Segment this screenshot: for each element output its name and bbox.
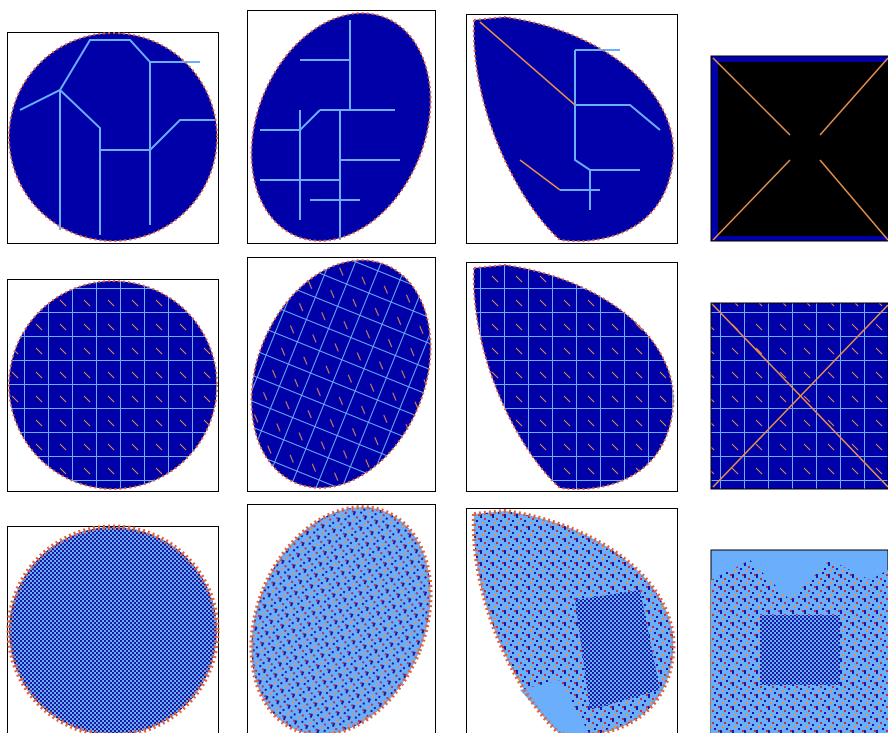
diagonal-lines: [712, 304, 888, 488]
ellipse-edge: [250, 259, 432, 489]
ellipse-shape: [251, 507, 431, 733]
circle-edge: [8, 280, 218, 490]
texture-region: [520, 680, 589, 733]
cell-network: [19, 39, 215, 235]
ellipse-edge: [249, 505, 433, 733]
texture-region: [575, 590, 660, 710]
teardrop-shape: [473, 265, 674, 490]
circle-edge: [6, 524, 220, 733]
diagonal-lines: [479, 21, 576, 191]
ellipse-shape: [251, 260, 431, 488]
cell-network: [560, 49, 661, 210]
circle-shape: [9, 527, 217, 733]
diagonal-lines: [712, 57, 888, 241]
cell-network: [260, 20, 400, 240]
circle-shape: [9, 281, 217, 489]
circle-edge: [8, 32, 218, 242]
teardrop-edge: [472, 15, 675, 243]
circle-shape: [9, 33, 217, 241]
teardrop-edge: [472, 263, 675, 491]
teardrop-edge: [471, 508, 676, 733]
teardrop-shape: [473, 17, 674, 242]
texture-region: [760, 615, 840, 685]
